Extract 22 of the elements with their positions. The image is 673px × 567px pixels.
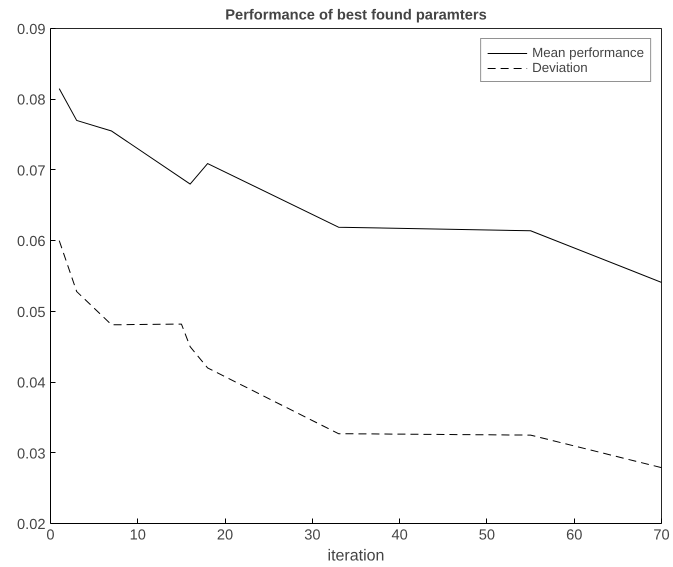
- y-tick-label: 0.07: [16, 163, 46, 180]
- x-tick-label: 30: [304, 528, 321, 544]
- legend-label: Deviation: [532, 60, 588, 75]
- x-tick-label: 40: [391, 528, 408, 544]
- line-series: [58, 88, 662, 283]
- y-tick-label: 0.04: [16, 376, 46, 392]
- legend-label: Mean performance: [532, 45, 644, 60]
- x-tick-label: 70: [653, 528, 670, 544]
- y-tick-label: 0.05: [16, 304, 46, 321]
- line-series: [58, 240, 662, 468]
- x-axis-title: iteration: [328, 548, 384, 564]
- x-tick-label: 60: [566, 528, 582, 544]
- x-tick-label: 50: [478, 528, 496, 544]
- y-tick-label: 0.09: [16, 22, 46, 38]
- chart-title: Performance of best found paramters: [225, 8, 487, 24]
- x-tick-label: 10: [130, 528, 146, 544]
- x-tick-label: 0: [46, 528, 55, 544]
- y-tick-label: 0.08: [16, 92, 46, 109]
- y-tick-label: 0.06: [16, 234, 46, 250]
- y-tick-label: 0.03: [16, 446, 46, 462]
- y-tick-label: 0.02: [16, 517, 46, 533]
- x-tick-label: 20: [216, 528, 234, 544]
